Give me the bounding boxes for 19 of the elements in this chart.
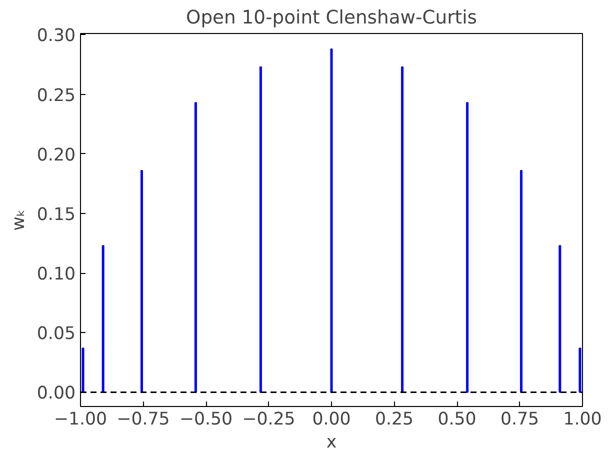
x-tick-label: −0.50 (179, 410, 233, 430)
y-tick-label: 0.05 (36, 324, 76, 344)
y-tick-label: 0.20 (36, 145, 76, 166)
y-tick-label: 0.10 (36, 264, 76, 285)
x-tick-label: 0.25 (374, 410, 414, 430)
y-tick-label: 0.15 (36, 204, 76, 225)
x-tick-label: 0.50 (438, 410, 476, 430)
x-axis-title: x (326, 432, 337, 452)
x-tick-label: −0.75 (116, 410, 170, 430)
y-tick-label: 0.30 (36, 26, 76, 46)
x-tick-label: −1.00 (54, 410, 108, 430)
y-tick-label: 0.00 (36, 384, 76, 404)
y-axis-title: wₖ (8, 209, 29, 231)
x-tick-label: 1.00 (563, 410, 602, 430)
x-tick-label: 0.00 (312, 410, 351, 430)
x-tick-label: 0.75 (500, 410, 540, 430)
chart-title: Open 10-point Clenshaw-Curtis (186, 8, 477, 28)
x-tick-label: −0.25 (242, 410, 296, 430)
y-tick-label: 0.25 (36, 86, 76, 106)
